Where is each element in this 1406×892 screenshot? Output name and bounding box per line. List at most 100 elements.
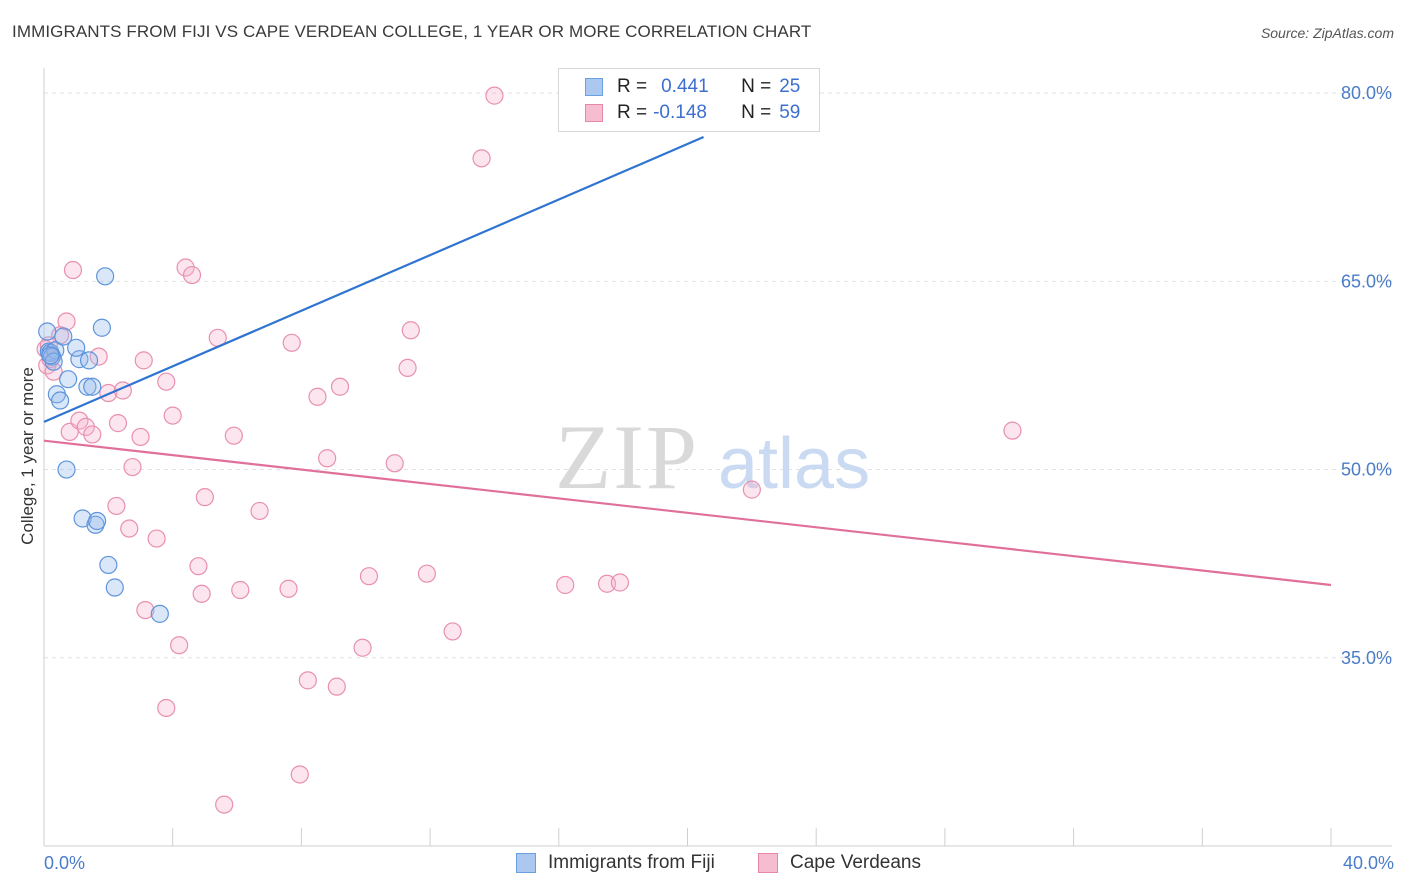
cape-point-36 — [279, 579, 298, 598]
correlation-legend: R = 0.441 N = 25 R = -0.148 N = 59 — [558, 68, 820, 132]
y-tick-label-2: 65.0% — [1341, 271, 1392, 291]
y-tick-label-3: 80.0% — [1341, 83, 1392, 103]
cape-point-19 — [134, 351, 153, 370]
fiji-point-20 — [105, 578, 124, 597]
x-tick-labels: 0.0% 40.0% — [44, 853, 1394, 873]
cape-point-29 — [192, 584, 211, 603]
cape-point-48 — [401, 321, 420, 340]
fiji-point-7 — [57, 460, 76, 479]
fiji-legend-swatch — [516, 853, 536, 873]
cape-point-44 — [353, 638, 372, 657]
fiji-point-12 — [78, 377, 97, 396]
cape-point-37 — [282, 333, 301, 352]
y-tick-label-1: 50.0% — [1341, 460, 1392, 480]
chart-title: IMMIGRANTS FROM FIJI VS CAPE VERDEAN COL… — [12, 22, 812, 41]
legend-r-label: R = — [617, 102, 648, 123]
gridlines — [44, 92, 1392, 659]
cape-point-49 — [417, 564, 436, 583]
cape-r-value: -0.148 — [653, 102, 707, 123]
bottom-legend-cape: Cape Verdeans — [758, 852, 921, 874]
cape-point-18 — [131, 427, 150, 447]
watermark-zip: ZIP — [555, 406, 699, 508]
cape-point-11 — [89, 347, 108, 366]
fiji-point-16 — [87, 511, 107, 531]
cape-point-57 — [1003, 421, 1022, 440]
cape-point-23 — [163, 406, 182, 425]
trend-lines — [43, 136, 1332, 587]
cape-point-13 — [107, 496, 126, 516]
fiji-point-10 — [67, 338, 86, 357]
cape-point-46 — [385, 454, 404, 473]
cape-point-21 — [147, 529, 166, 548]
cape-point-41 — [318, 449, 337, 468]
cape-point-6 — [63, 260, 83, 280]
fiji-point-8 — [59, 370, 78, 389]
legend-row-cape: R = -0.148 N = 59 — [585, 100, 800, 126]
cape-point-45 — [359, 567, 379, 586]
fiji-r-value: 0.441 — [661, 76, 709, 97]
fiji-point-5 — [50, 391, 70, 410]
cape-point-38 — [290, 765, 309, 784]
fiji-point-18 — [96, 267, 115, 286]
cape-point-27 — [182, 265, 202, 285]
cape-point-20 — [136, 600, 155, 620]
axes — [43, 68, 1392, 847]
cape-point-34 — [231, 580, 250, 600]
cape-point-24 — [170, 636, 189, 655]
cape-point-35 — [250, 501, 269, 521]
legend-n-label: N = — [741, 76, 772, 97]
fiji-swatch — [585, 78, 603, 96]
y-tick-labels: 35.0% 50.0% 65.0% 80.0% — [1341, 83, 1392, 668]
fiji-point-14 — [79, 351, 99, 370]
cape-point-42 — [327, 677, 346, 696]
cape-point-47 — [398, 358, 417, 378]
cape-point-28 — [189, 557, 208, 576]
cape-point-43 — [330, 377, 350, 396]
cape-point-50 — [443, 622, 462, 641]
fiji-legend-label: Immigrants from Fiji — [548, 852, 715, 873]
cape-point-22 — [157, 372, 176, 391]
legend-r-label: R = — [617, 76, 648, 97]
watermark: ZIP atlas — [555, 406, 870, 508]
cape-swatch — [585, 104, 603, 122]
cape-point-32 — [215, 795, 234, 814]
legend-row-fiji: R = 0.441 N = 25 — [585, 74, 800, 100]
cape-point-40 — [308, 387, 327, 406]
cape-point-52 — [485, 86, 504, 105]
cape-point-54 — [597, 574, 617, 593]
cape-point-56 — [742, 480, 761, 499]
cape-point-14 — [108, 414, 128, 433]
fiji-n-value: 25 — [779, 76, 801, 97]
fiji-point-0 — [38, 322, 57, 341]
fiji-trend-line — [43, 136, 705, 423]
watermark-atlas: atlas — [718, 424, 870, 504]
cape-point-26 — [176, 258, 195, 277]
fiji-point-21 — [150, 604, 169, 623]
fiji-point-17 — [92, 318, 112, 337]
cape-n-value: 59 — [779, 102, 801, 123]
cape-point-16 — [120, 519, 139, 538]
cape-point-9 — [76, 417, 95, 436]
cape-point-55 — [610, 573, 630, 592]
cape-point-5 — [57, 312, 76, 331]
cape-verdeans-points — [36, 86, 1022, 814]
y-axis-label: College, 1 year or more — [18, 367, 37, 545]
cape-point-10 — [83, 425, 102, 444]
cape-point-39 — [298, 671, 317, 690]
x-tick-label-min: 0.0% — [44, 853, 85, 873]
x-tick-label-max: 40.0% — [1343, 853, 1394, 873]
fiji-point-13 — [83, 377, 102, 396]
fiji-points — [38, 267, 169, 623]
fiji-point-9 — [70, 350, 89, 369]
cape-trend-line — [43, 439, 1332, 587]
fiji-point-24 — [41, 346, 60, 365]
cape-point-51 — [472, 149, 491, 168]
source-credit: Source: ZipAtlas.com — [1260, 25, 1394, 41]
legend-n-label: N = — [741, 102, 772, 123]
fiji-point-19 — [99, 555, 118, 575]
bottom-legend-fiji: Immigrants from Fiji — [516, 852, 715, 874]
cape-point-33 — [224, 426, 243, 445]
cape-legend-swatch — [758, 853, 778, 873]
x-ticks — [43, 828, 1332, 846]
